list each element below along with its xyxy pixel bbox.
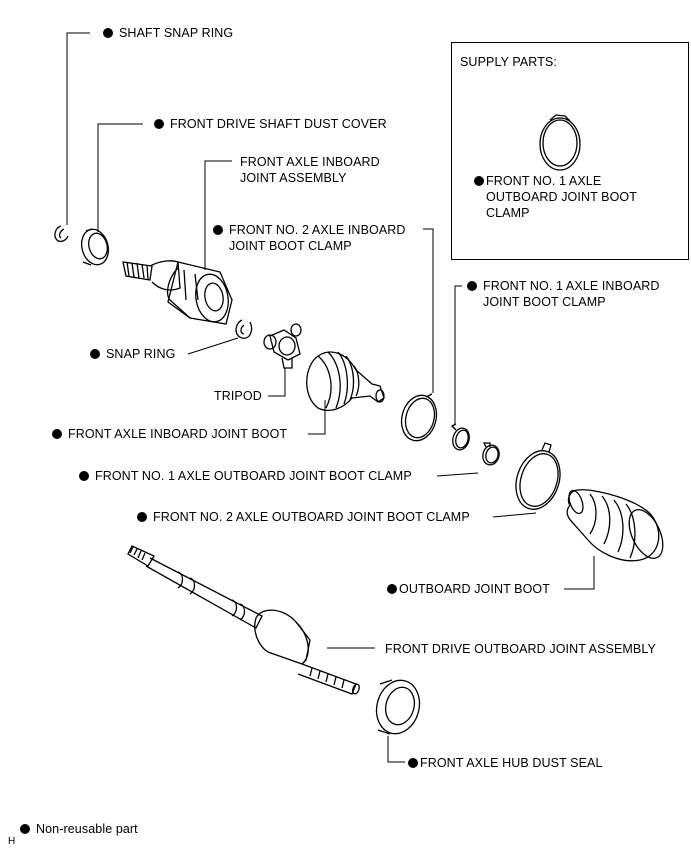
label-snap-ring: SNAP RING [90, 346, 175, 362]
label-no1-inboard-clamp-text: FRONT NO. 1 AXLE INBOARD JOINT BOOT CLAM… [483, 279, 660, 309]
snap-ring-part [235, 319, 253, 339]
label-no1-inboard-clamp: FRONT NO. 1 AXLE INBOARD JOINT BOOT CLAM… [467, 278, 660, 310]
label-no2-outboard-clamp: FRONT NO. 2 AXLE OUTBOARD JOINT BOOT CLA… [137, 509, 470, 525]
non-reusable-dot-icon [20, 824, 30, 834]
supply-parts-label: FRONT NO. 1 AXLE OUTBOARD JOINT BOOT CLA… [474, 173, 637, 221]
non-reusable-dot-icon [154, 119, 164, 129]
label-outboard-boot: OUTBOARD JOINT BOOT [387, 581, 550, 597]
label-outboard-boot-text: OUTBOARD JOINT BOOT [399, 582, 550, 596]
no1-inboard-clamp-part [450, 423, 470, 451]
legend-text: Non-reusable part [36, 822, 138, 836]
dust-cover-part [80, 228, 110, 266]
label-inboard-boot-text: FRONT AXLE INBOARD JOINT BOOT [68, 427, 288, 441]
non-reusable-dot-icon [408, 758, 418, 768]
label-hub-dust-seal: FRONT AXLE HUB DUST SEAL [408, 755, 603, 771]
label-outboard-joint-assembly: FRONT DRIVE OUTBOARD JOINT ASSEMBLY [385, 642, 656, 656]
no2-inboard-clamp-part [400, 393, 438, 442]
label-no2-inboard-clamp: FRONT NO. 2 AXLE INBOARD JOINT BOOT CLAM… [213, 222, 406, 254]
supply-clamp-part [539, 114, 581, 171]
non-reusable-dot-icon [467, 281, 477, 291]
legend: Non-reusable part [20, 821, 138, 837]
no2-outboard-clamp-part [515, 442, 561, 510]
label-no1-outboard-clamp: FRONT NO. 1 AXLE OUTBOARD JOINT BOOT CLA… [79, 468, 412, 484]
leader-lines [66, 32, 595, 763]
non-reusable-dot-icon [79, 471, 89, 481]
tripod-part [263, 323, 302, 369]
no1-outboard-clamp-part [482, 442, 500, 466]
non-reusable-dot-icon [387, 584, 397, 594]
shaft-snap-ring-part [54, 225, 69, 243]
non-reusable-dot-icon [213, 225, 223, 235]
label-hub-dust-seal-text: FRONT AXLE HUB DUST SEAL [420, 756, 603, 770]
label-no2-inboard-clamp-text: FRONT NO. 2 AXLE INBOARD JOINT BOOT CLAM… [229, 223, 406, 253]
inboard-joint-assembly-part [122, 260, 233, 325]
label-shaft-snap-ring: SHAFT SNAP RING [103, 25, 233, 41]
non-reusable-dot-icon [52, 429, 62, 439]
label-snap-ring-text: SNAP RING [106, 347, 176, 361]
outboard-joint-assembly-part [127, 545, 360, 695]
label-no2-outboard-clamp-text: FRONT NO. 2 AXLE OUTBOARD JOINT BOOT CLA… [153, 510, 470, 524]
label-tripod: TRIPOD [214, 389, 262, 403]
supply-parts-box [451, 42, 689, 260]
supply-parts-label-text: FRONT NO. 1 AXLE OUTBOARD JOINT BOOT CLA… [486, 174, 637, 220]
non-reusable-dot-icon [90, 349, 100, 359]
label-dust-cover-text: FRONT DRIVE SHAFT DUST COVER [170, 117, 387, 131]
outboard-boot-part [566, 489, 664, 562]
supply-parts-title: SUPPLY PARTS: [460, 55, 557, 69]
label-inboard-boot: FRONT AXLE INBOARD JOINT BOOT [52, 426, 287, 442]
label-dust-cover: FRONT DRIVE SHAFT DUST COVER [154, 116, 387, 132]
non-reusable-dot-icon [474, 176, 484, 186]
label-no1-outboard-clamp-text: FRONT NO. 1 AXLE OUTBOARD JOINT BOOT CLA… [95, 469, 412, 483]
label-inboard-joint-assembly: FRONT AXLE INBOARD JOINT ASSEMBLY [240, 155, 380, 185]
label-shaft-snap-ring-text: SHAFT SNAP RING [119, 26, 234, 40]
illustration-code: H [8, 836, 16, 847]
non-reusable-dot-icon [137, 512, 147, 522]
inboard-boot-part [306, 351, 385, 412]
non-reusable-dot-icon [103, 28, 113, 38]
hub-dust-seal-part [375, 679, 421, 735]
